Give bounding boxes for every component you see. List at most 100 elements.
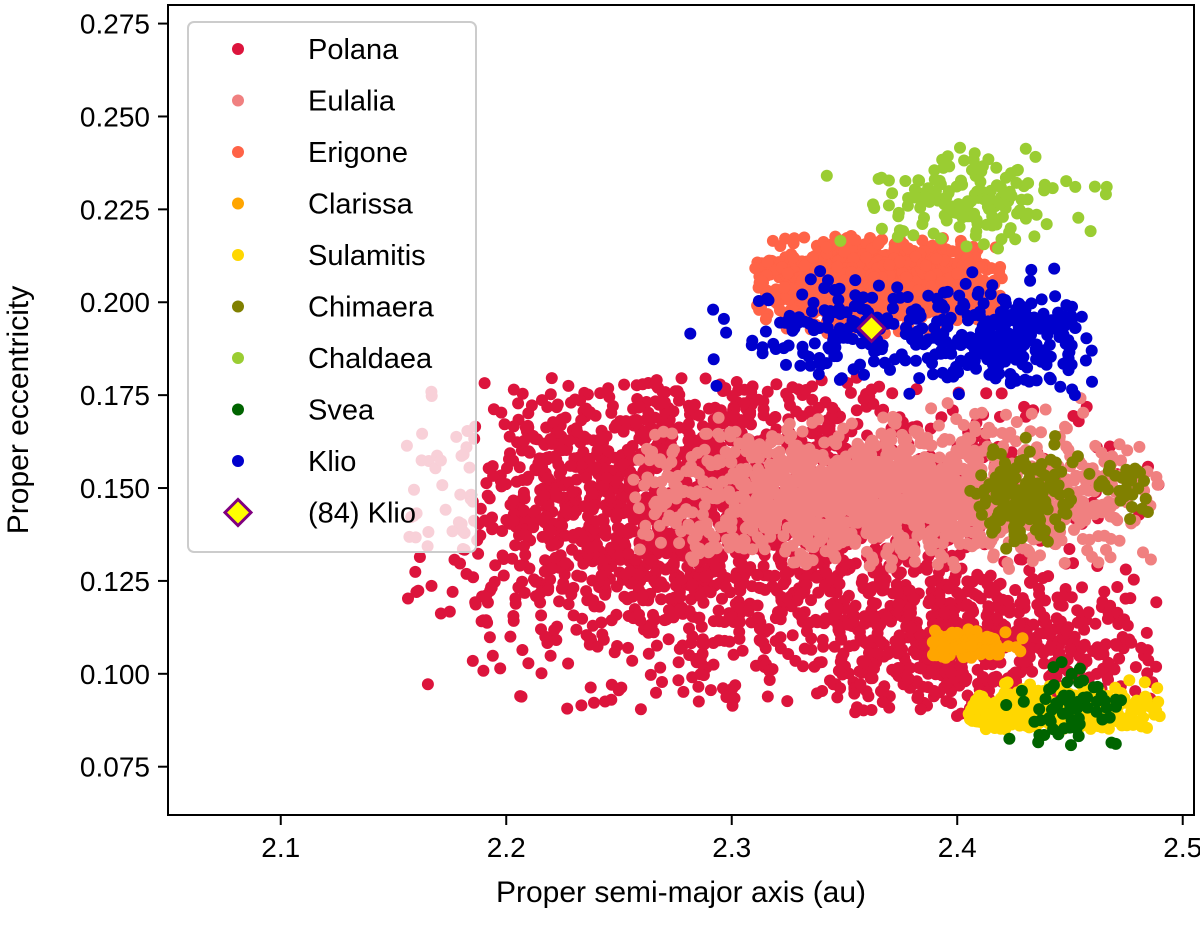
data-point xyxy=(421,678,434,691)
data-point xyxy=(686,578,699,591)
data-point xyxy=(1009,666,1022,679)
data-point xyxy=(694,590,707,603)
data-point xyxy=(724,456,737,469)
data-point xyxy=(509,539,522,552)
data-point xyxy=(1005,446,1018,459)
data-point xyxy=(1068,523,1080,536)
data-point xyxy=(498,418,511,431)
data-point xyxy=(781,521,794,534)
data-point xyxy=(816,685,829,697)
data-point xyxy=(876,497,889,510)
data-point xyxy=(845,417,858,430)
data-point xyxy=(782,566,795,578)
data-point xyxy=(580,471,593,484)
data-point xyxy=(794,547,807,560)
data-point xyxy=(1102,673,1114,686)
data-point xyxy=(692,695,705,708)
data-point xyxy=(895,501,908,514)
data-point xyxy=(575,570,588,583)
data-point xyxy=(798,231,811,244)
data-point xyxy=(551,398,564,411)
data-point xyxy=(770,447,783,460)
data-point xyxy=(1025,407,1038,420)
data-point xyxy=(867,555,880,568)
data-point xyxy=(650,639,663,652)
data-point xyxy=(931,558,944,571)
data-point xyxy=(770,503,783,515)
data-point xyxy=(606,400,619,412)
data-point xyxy=(928,685,941,697)
data-point xyxy=(941,397,954,410)
data-point xyxy=(1018,400,1031,413)
data-point xyxy=(556,444,569,457)
data-point xyxy=(662,633,675,646)
data-point xyxy=(876,696,889,708)
data-point xyxy=(880,547,893,560)
data-point xyxy=(1017,542,1030,555)
data-point xyxy=(777,578,790,591)
data-point xyxy=(496,525,509,537)
data-point xyxy=(827,435,840,448)
data-point xyxy=(727,648,740,661)
data-point xyxy=(877,578,890,591)
data-point xyxy=(933,451,946,464)
data-point xyxy=(1058,557,1071,569)
data-point xyxy=(1082,484,1095,497)
data-point xyxy=(698,570,711,583)
data-point xyxy=(840,530,853,542)
data-point xyxy=(833,578,846,590)
data-point xyxy=(763,664,776,677)
data-point xyxy=(972,520,985,533)
data-point xyxy=(611,507,624,520)
data-point xyxy=(617,458,630,471)
data-point xyxy=(602,445,615,458)
data-point xyxy=(780,490,793,503)
data-point xyxy=(864,672,877,685)
data-point xyxy=(908,593,921,606)
data-point xyxy=(798,642,811,655)
data-point xyxy=(911,425,924,438)
data-point xyxy=(704,684,717,697)
data-point xyxy=(673,537,686,549)
data-point xyxy=(520,473,533,486)
data-point xyxy=(482,515,495,528)
data-point xyxy=(790,405,803,418)
data-point xyxy=(993,266,1006,278)
data-point xyxy=(855,576,868,589)
data-point xyxy=(541,472,554,485)
data-point xyxy=(519,548,532,561)
data-point xyxy=(698,443,711,456)
data-point xyxy=(497,569,510,582)
data-point xyxy=(562,657,575,670)
data-point xyxy=(1127,573,1140,586)
data-point xyxy=(810,571,823,584)
data-point xyxy=(527,429,540,442)
data-point xyxy=(779,471,791,483)
data-point xyxy=(944,666,957,679)
data-point xyxy=(961,598,974,611)
data-point xyxy=(707,658,720,671)
data-point xyxy=(818,454,831,467)
data-point xyxy=(1018,596,1031,609)
data-point xyxy=(474,529,487,542)
data-point xyxy=(877,411,890,424)
data-point xyxy=(479,590,492,603)
data-point xyxy=(729,425,742,438)
data-point xyxy=(942,582,955,595)
data-point xyxy=(639,427,651,440)
data-point xyxy=(727,532,740,545)
data-point xyxy=(864,436,877,449)
data-point xyxy=(446,585,459,598)
data-point xyxy=(1060,422,1073,435)
data-point xyxy=(1061,474,1074,487)
data-point xyxy=(626,590,639,603)
data-point xyxy=(918,497,931,510)
data-point xyxy=(632,502,645,515)
data-point xyxy=(772,460,785,473)
data-point xyxy=(806,393,819,406)
data-point xyxy=(562,379,575,392)
data-point xyxy=(796,444,809,457)
data-point xyxy=(1076,581,1088,594)
data-point xyxy=(1079,514,1092,527)
data-point xyxy=(594,387,607,400)
